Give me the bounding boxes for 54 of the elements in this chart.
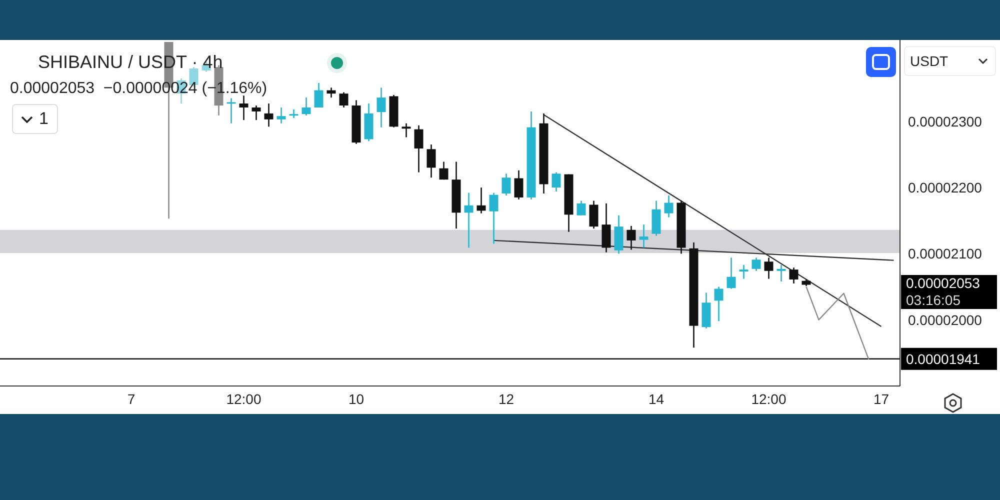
x-tick-label: 14 — [648, 390, 664, 407]
x-tick-label: 17 — [873, 390, 890, 407]
candlestick — [664, 194, 674, 218]
candlestick — [414, 124, 424, 173]
candlestick — [739, 264, 748, 280]
x-tick-label: 12:00 — [751, 390, 786, 407]
candlestick — [252, 104, 261, 121]
candlestick — [426, 144, 436, 178]
candlestick — [276, 106, 286, 124]
text: 0.00002053 −0.00000024 (−1.16%) — [10, 80, 268, 98]
candlestick — [302, 96, 311, 116]
candlestick — [339, 92, 348, 108]
candlestick — [626, 225, 636, 250]
candlestick — [514, 170, 524, 200]
candlestick — [639, 224, 648, 248]
candlestick — [602, 202, 611, 254]
text: 03:16:05 — [906, 292, 962, 309]
candlestick — [752, 257, 761, 272]
candlestick — [502, 172, 511, 196]
x-tick-label: 10 — [348, 390, 364, 407]
candlestick — [764, 257, 774, 280]
candlestick — [614, 214, 624, 254]
candlestick — [464, 192, 474, 248]
candlestick — [476, 186, 486, 214]
candlestick — [714, 286, 724, 322]
candlestick — [289, 108, 298, 119]
text: SHIBAINU / USDT · 4h — [38, 52, 223, 73]
candlestick — [314, 82, 324, 108]
candlestick — [589, 200, 598, 230]
candlestick — [552, 172, 561, 192]
y-tick-label: 0.00002100 — [908, 246, 982, 262]
candlestick — [239, 94, 248, 121]
candlestick — [776, 264, 786, 282]
text: 0.00002053 — [906, 274, 981, 292]
annotation: 1 — [12, 104, 58, 134]
candlestick — [489, 192, 498, 244]
line-series — [806, 286, 870, 360]
x-tick-label: 12 — [498, 390, 514, 407]
y-tick-label: 0.00002200 — [908, 180, 982, 196]
candlestick — [726, 257, 736, 290]
text: USDT — [904, 46, 996, 76]
candlestick — [226, 98, 236, 124]
candlestick — [264, 102, 274, 128]
candlestick — [439, 161, 448, 180]
x-tick-label: 7 — [127, 390, 136, 407]
ref-line-label: 0.00001941 — [906, 350, 980, 367]
y-tick-label: 0.00002000 — [908, 312, 982, 328]
x-tick-label: 12:00 — [226, 390, 262, 407]
y-tick-label: 0.00002300 — [908, 113, 982, 130]
candlestick — [376, 86, 386, 128]
candlestick — [402, 122, 411, 138]
candlestick — [326, 86, 336, 98]
candlestick — [576, 200, 586, 216]
candlestick — [789, 266, 798, 284]
